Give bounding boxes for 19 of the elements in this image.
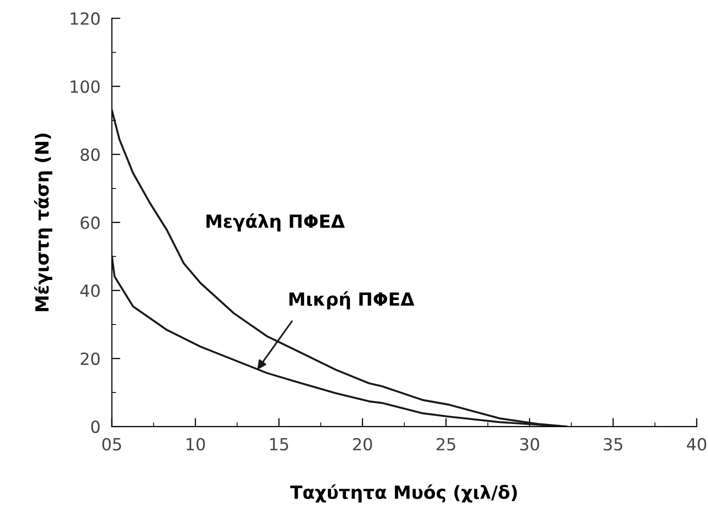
x-tick-label: 40 — [686, 438, 706, 451]
y-tick-label: 0 — [91, 420, 100, 434]
x-axis-title: Ταχύτητα Μυός (χιλ/δ) — [290, 484, 517, 503]
x-tick-label: 25 — [436, 438, 456, 451]
y-axis-title: Μέγιστη τάση (N) — [34, 134, 52, 312]
y-tick-label: 40 — [80, 284, 100, 298]
x-tick-label: 15 — [270, 438, 288, 451]
y-tick-label: 80 — [80, 148, 100, 161]
annotation: Μεγάλη ΠΦΕΔ — [206, 213, 345, 232]
x-tick-label: 30 — [520, 438, 540, 451]
y-tick-label: 120 — [70, 12, 100, 25]
x-tick-label: 35 — [604, 438, 622, 451]
y-tick-label: 20 — [80, 352, 100, 366]
y-tick-label: 100 — [70, 80, 100, 93]
y-tick-label: 60 — [80, 216, 100, 230]
annotation: Μικρή ΠΦΕΔ — [289, 291, 414, 310]
x-tick-label: 20 — [353, 438, 372, 451]
x-tick-label: 05 — [102, 438, 122, 451]
x-tick-label: 10 — [186, 438, 205, 451]
